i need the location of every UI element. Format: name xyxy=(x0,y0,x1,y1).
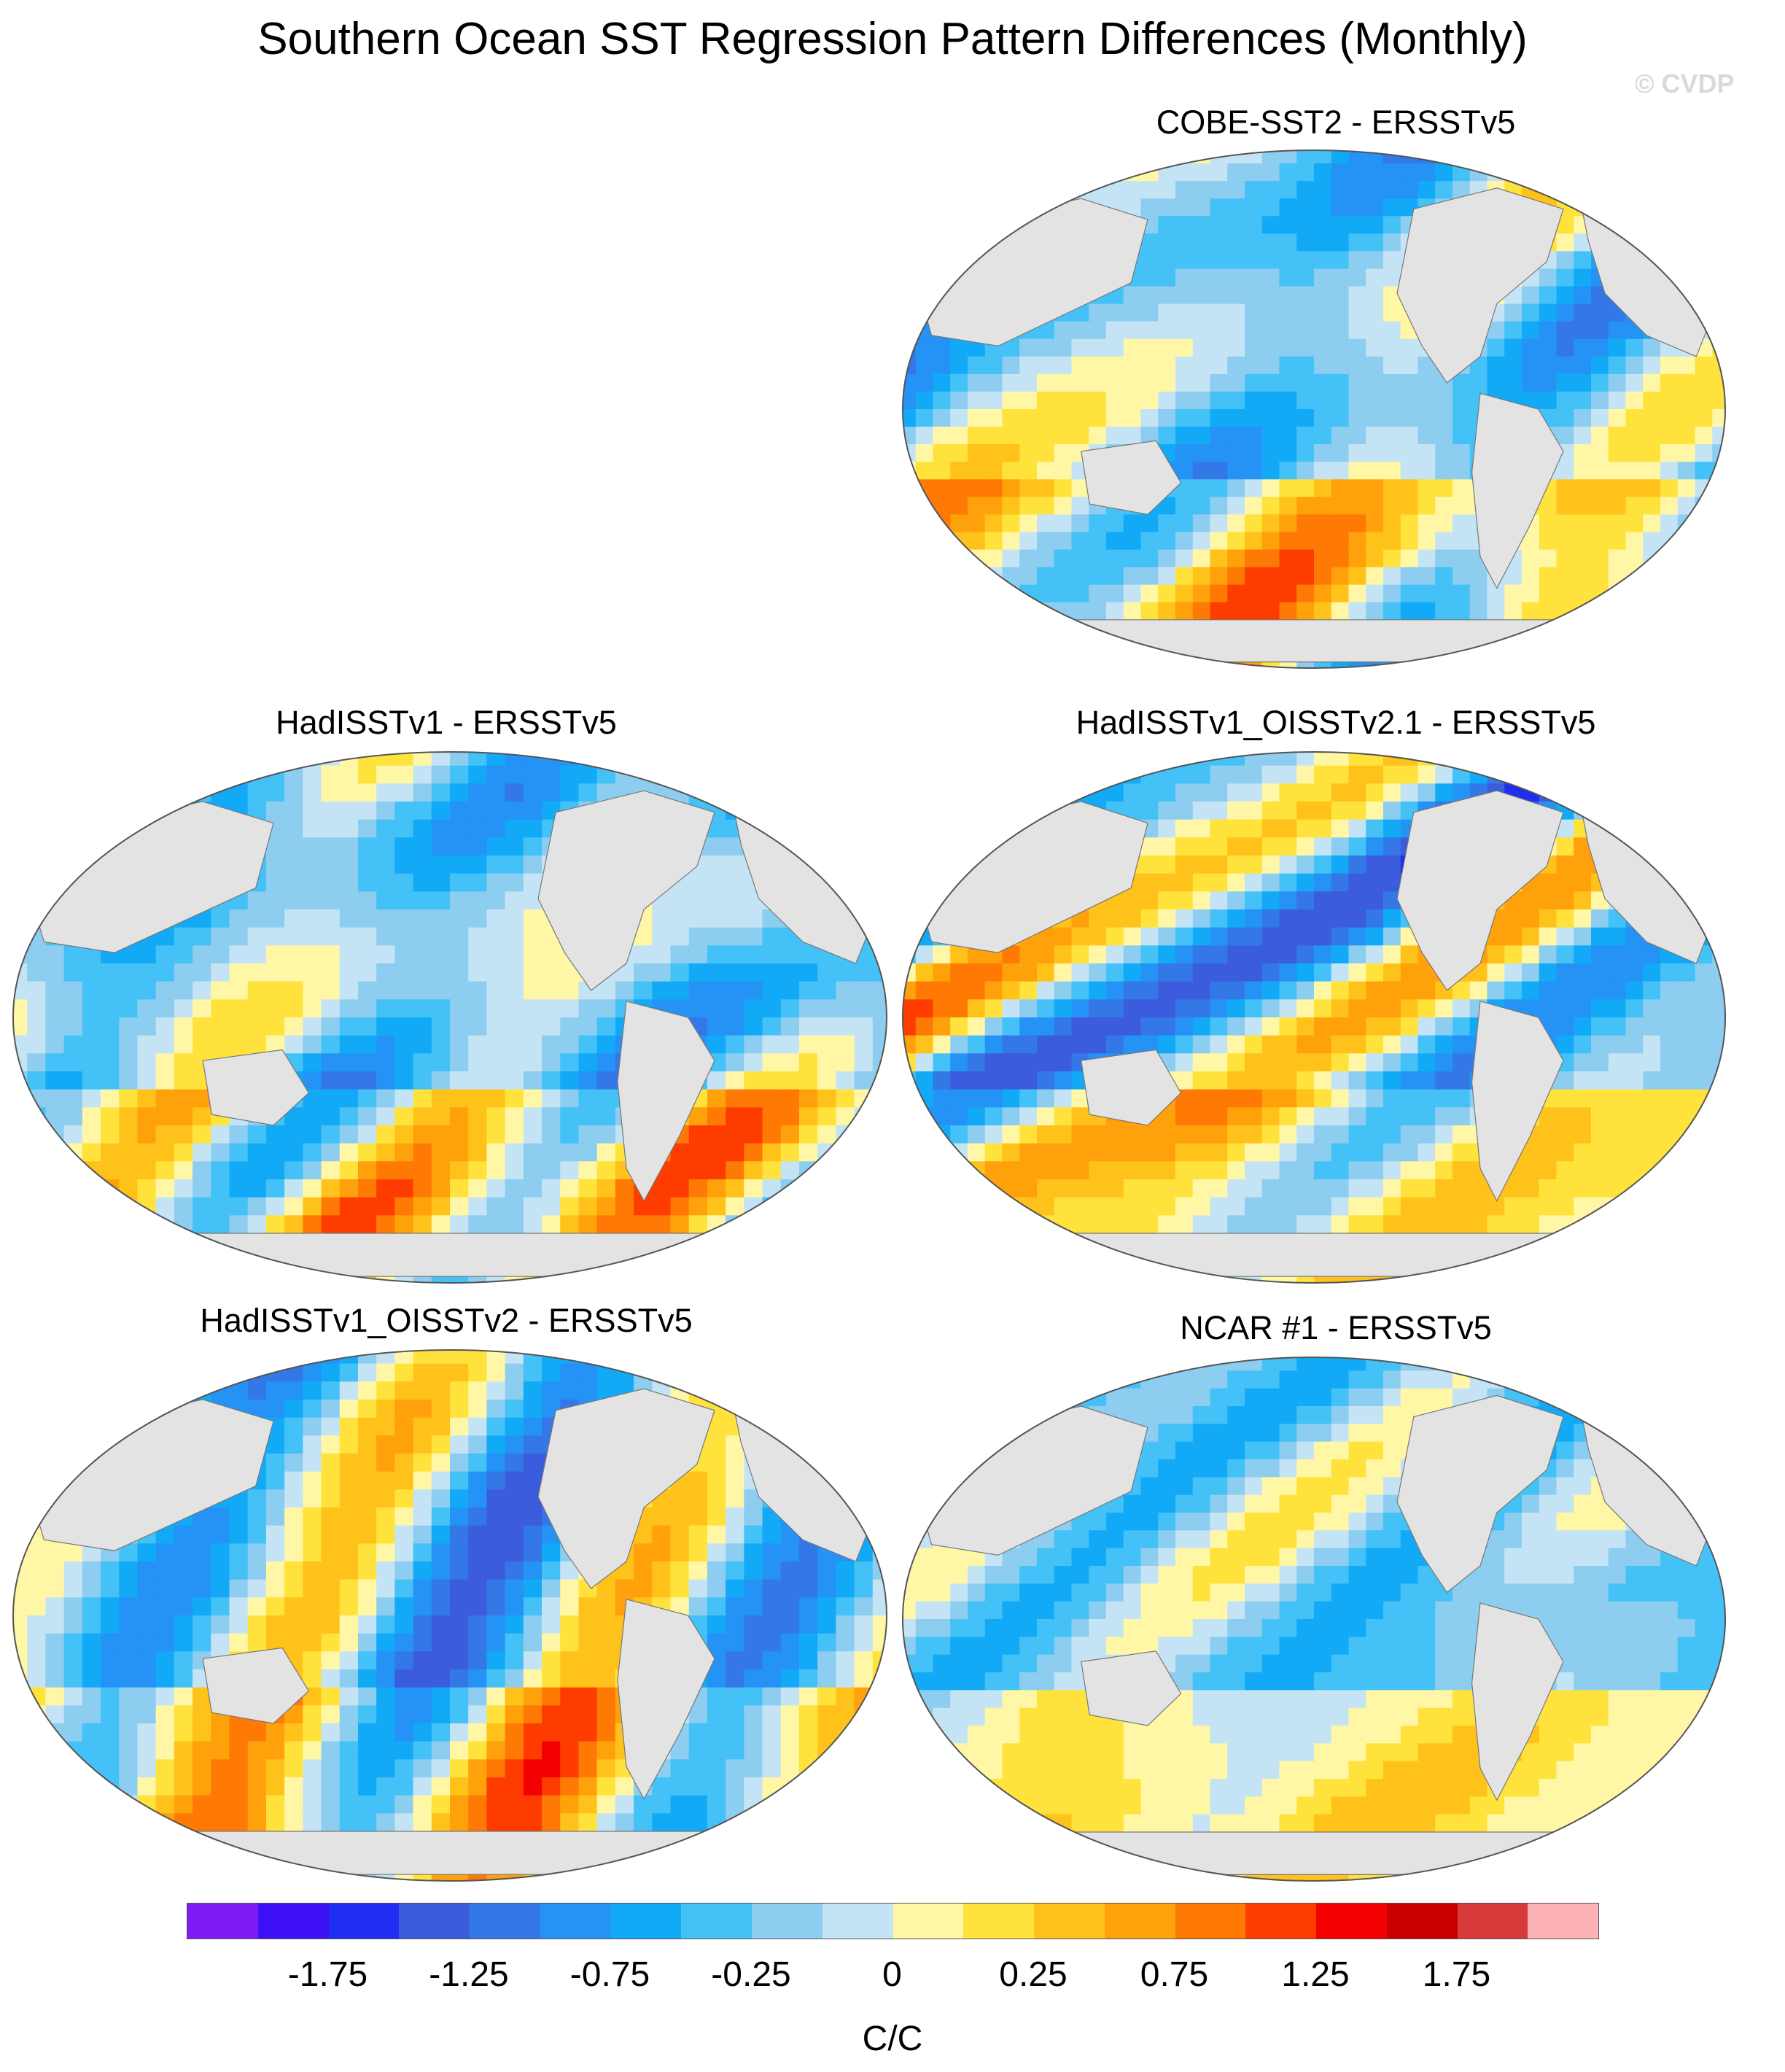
colorbar-tick-label: 1.25 xyxy=(1281,1955,1350,1994)
colorbar xyxy=(187,1903,1599,1939)
colorbar-box xyxy=(1034,1904,1105,1939)
panel-title-cobe: COBE-SST2 - ERSSTv5 xyxy=(1156,104,1516,141)
colorbar-box xyxy=(963,1904,1034,1939)
colorbar-tick-label: -1.75 xyxy=(287,1955,368,1994)
colorbar-box xyxy=(1104,1904,1175,1939)
colorbar-box xyxy=(1386,1904,1458,1939)
colorbar-units: C/C xyxy=(862,2019,923,2058)
colorbar-box xyxy=(470,1904,540,1939)
map-hadisst xyxy=(12,751,887,1284)
colorbar-box xyxy=(892,1904,964,1939)
colorbar-box xyxy=(1175,1904,1246,1939)
map-hadisst-oisstv2 xyxy=(12,1349,887,1882)
map-ncar xyxy=(902,1357,1726,1882)
panel-title-hadisst: HadISSTv1 - ERSSTv5 xyxy=(276,704,617,741)
map-cobe xyxy=(902,150,1726,669)
colorbar-box xyxy=(399,1904,470,1939)
panel-title-ncar: NCAR #1 - ERSSTv5 xyxy=(1180,1309,1492,1346)
cvdp-credit: © CVDP xyxy=(1635,69,1735,98)
colorbar-box xyxy=(1528,1904,1598,1939)
figure-title: Southern Ocean SST Regression Pattern Di… xyxy=(257,14,1528,64)
panel-title-hadisst-oisstv21: HadISSTv1_OISSTv2.1 - ERSSTv5 xyxy=(1076,704,1596,741)
colorbar-box xyxy=(752,1904,822,1939)
colorbar-box xyxy=(1245,1904,1316,1939)
colorbar-box xyxy=(257,1904,329,1939)
colorbar-tick-label: -0.75 xyxy=(569,1955,650,1994)
colorbar-box xyxy=(610,1904,682,1939)
panel-title-hadisst-oisstv2: HadISSTv1_OISSTv2 - ERSSTv5 xyxy=(200,1302,693,1339)
map-hadisst-oisstv21 xyxy=(902,751,1726,1284)
colorbar-tick-label: 0 xyxy=(882,1955,902,1994)
colorbar-box xyxy=(540,1904,611,1939)
colorbar-tick-label: 0.25 xyxy=(999,1955,1068,1994)
colorbar-tick-label: 0.75 xyxy=(1140,1955,1209,1994)
colorbar-box xyxy=(822,1904,893,1939)
colorbar-box xyxy=(1316,1904,1387,1939)
colorbar-tick-label: -1.25 xyxy=(429,1955,509,1994)
colorbar-box xyxy=(681,1904,752,1939)
colorbar-box xyxy=(1457,1904,1528,1939)
colorbar-box xyxy=(187,1904,258,1939)
colorbar-box xyxy=(328,1904,400,1939)
colorbar-tick-label: 1.75 xyxy=(1422,1955,1491,1994)
colorbar-tick-label: -0.25 xyxy=(711,1955,791,1994)
